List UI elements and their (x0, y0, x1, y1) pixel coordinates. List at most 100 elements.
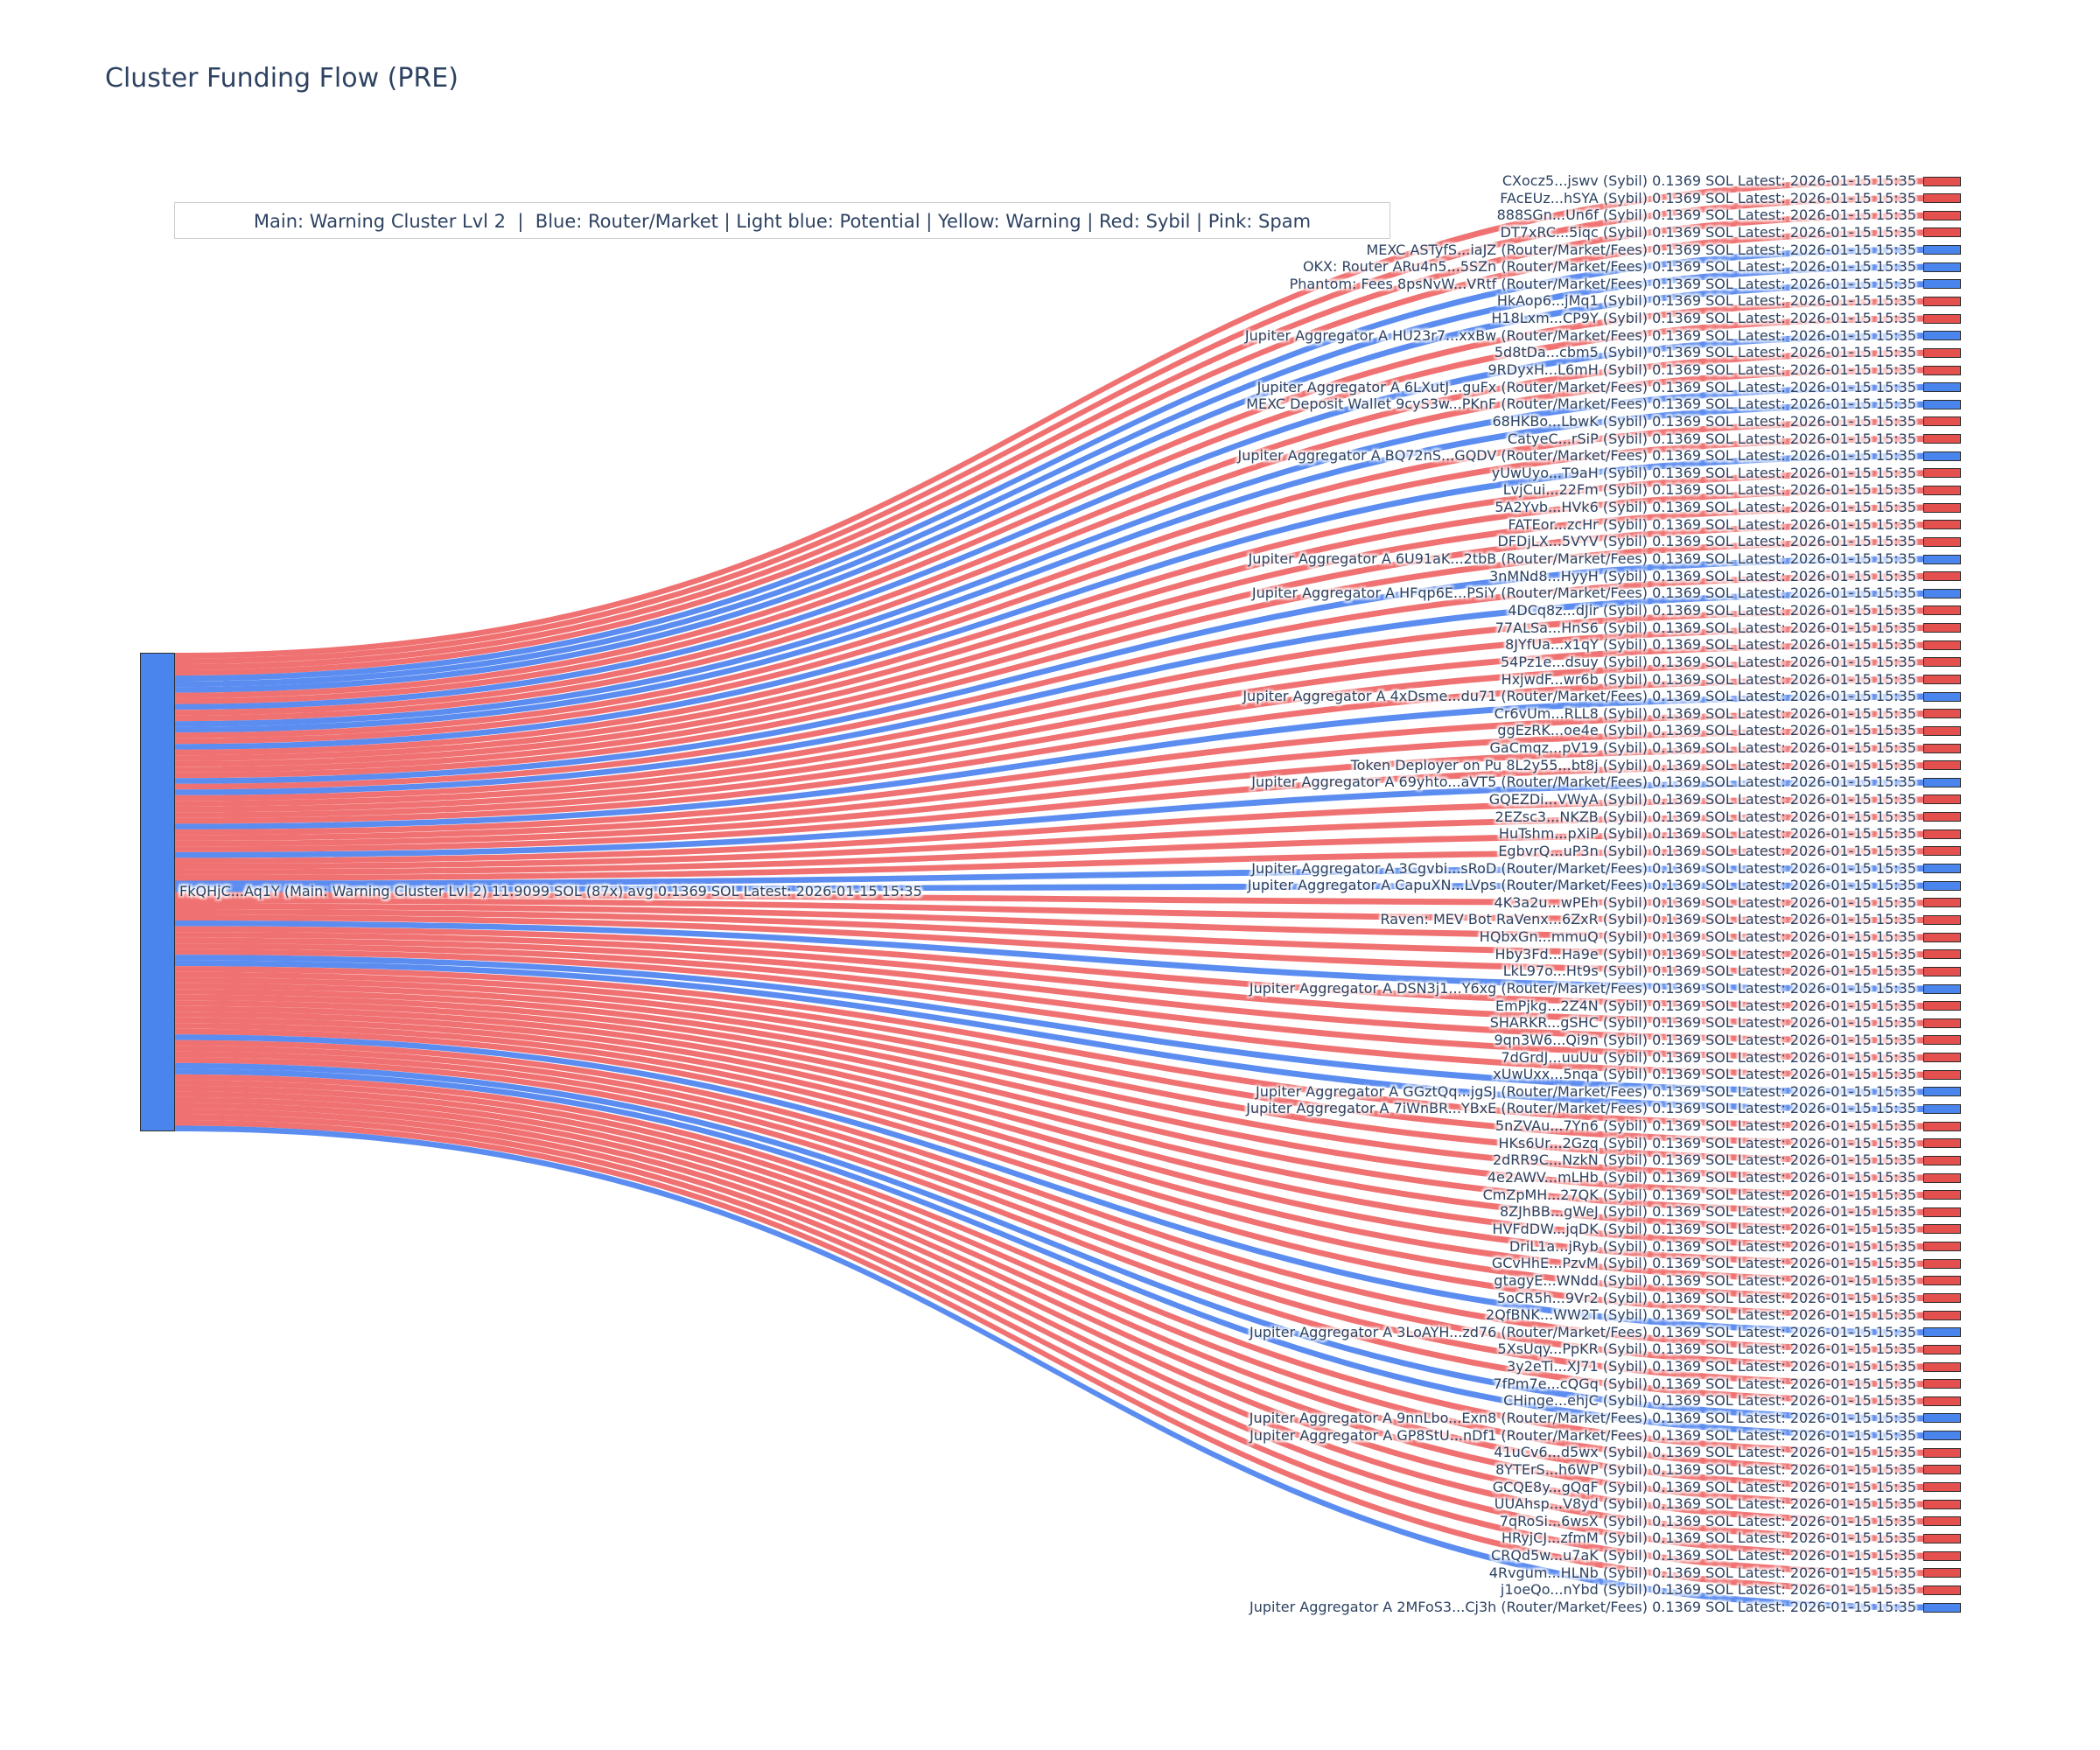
sankey-link-router[interactable] (175, 920, 1923, 992)
sankey-target-node[interactable] (1923, 1087, 1961, 1097)
sankey-link-router[interactable] (175, 693, 1923, 830)
sankey-link-sybil[interactable] (175, 436, 1923, 745)
sankey-target-node[interactable] (1923, 485, 1961, 495)
sankey-target-node[interactable] (1923, 296, 1961, 306)
sankey-target-node[interactable] (1923, 228, 1961, 238)
sankey-target-node[interactable] (1923, 262, 1961, 272)
sankey-link-router[interactable] (175, 1068, 1923, 1439)
sankey-link-router[interactable] (175, 960, 1923, 1112)
sankey-target-node[interactable] (1923, 1293, 1961, 1303)
sankey-link-sybil[interactable] (175, 178, 1923, 659)
sankey-target-node[interactable] (1923, 1447, 1961, 1458)
sankey-link-sybil[interactable] (175, 1051, 1923, 1388)
sankey-target-node[interactable] (1923, 1533, 1961, 1544)
sankey-link-sybil[interactable] (175, 830, 1923, 875)
sankey-target-node[interactable] (1923, 1258, 1961, 1269)
sankey-target-node[interactable] (1923, 1431, 1961, 1441)
sankey-link-sybil[interactable] (175, 898, 1923, 923)
sankey-target-node[interactable] (1923, 1310, 1961, 1320)
sankey-link-router[interactable] (175, 865, 1923, 886)
sankey-link-sybil[interactable] (175, 848, 1923, 881)
sankey-link-sybil[interactable] (175, 983, 1923, 1181)
sankey-target-node[interactable] (1923, 898, 1961, 908)
sankey-link-sybil[interactable] (175, 504, 1923, 767)
sankey-link-sybil[interactable] (175, 948, 1923, 1078)
sankey-target-node[interactable] (1923, 313, 1961, 324)
sankey-link-sybil[interactable] (175, 315, 1923, 704)
sankey-link-sybil[interactable] (175, 727, 1923, 841)
sankey-target-node[interactable] (1923, 1362, 1961, 1372)
sankey-target-node[interactable] (1923, 1344, 1961, 1354)
sankey-link-router[interactable] (175, 590, 1923, 795)
sankey-link-sybil[interactable] (175, 1023, 1923, 1302)
sankey-target-node[interactable] (1923, 1276, 1961, 1286)
sankey-link-sybil[interactable] (175, 1114, 1923, 1577)
sankey-link-sybil[interactable] (175, 937, 1923, 1044)
sankey-target-node[interactable] (1923, 554, 1961, 564)
sankey-target-node[interactable] (1923, 829, 1961, 839)
sankey-link-sybil[interactable] (175, 892, 1923, 906)
sankey-target-node[interactable] (1923, 1242, 1961, 1252)
sankey-link-sybil[interactable] (175, 298, 1923, 699)
sankey-link-sybil[interactable] (175, 977, 1923, 1164)
sankey-target-node[interactable] (1923, 1138, 1961, 1149)
sankey-link-sybil[interactable] (175, 710, 1923, 836)
sankey-target-node[interactable] (1923, 846, 1961, 857)
sankey-target-node[interactable] (1923, 210, 1961, 220)
sankey-link-sybil[interactable] (175, 1012, 1923, 1267)
sankey-target-node[interactable] (1923, 176, 1961, 186)
sankey-target-node[interactable] (1923, 812, 1961, 822)
sankey-target-node[interactable] (1923, 1327, 1961, 1338)
sankey-target-node[interactable] (1923, 1155, 1961, 1166)
sankey-link-sybil[interactable] (175, 1028, 1923, 1319)
sankey-link-sybil[interactable] (175, 1005, 1923, 1250)
sankey-link-sybil[interactable] (175, 1096, 1923, 1525)
sankey-target-node[interactable] (1923, 347, 1961, 358)
sankey-link-sybil[interactable] (175, 745, 1923, 847)
sankey-link-sybil[interactable] (175, 418, 1923, 738)
sankey-link-sybil[interactable] (175, 486, 1923, 761)
sankey-target-node[interactable] (1923, 399, 1961, 410)
sankey-target-node[interactable] (1923, 1018, 1961, 1028)
sankey-link-sybil[interactable] (175, 349, 1923, 716)
sankey-source-node[interactable] (140, 653, 175, 1131)
sankey-target-node[interactable] (1923, 880, 1961, 891)
sankey-link-router[interactable] (175, 779, 1923, 858)
sankey-link-sybil[interactable] (175, 1102, 1923, 1542)
sankey-link-sybil[interactable] (175, 796, 1923, 864)
sankey-link-sybil[interactable] (175, 1017, 1923, 1284)
sankey-target-node[interactable] (1923, 193, 1961, 204)
sankey-link-sybil[interactable] (175, 914, 1923, 975)
sankey-link-sybil[interactable] (175, 966, 1923, 1130)
sankey-link-router[interactable] (175, 1125, 1923, 1611)
sankey-target-node[interactable] (1923, 1001, 1961, 1012)
sankey-link-router[interactable] (175, 452, 1923, 750)
sankey-link-sybil[interactable] (175, 994, 1923, 1215)
sankey-link-sybil[interactable] (175, 522, 1923, 773)
sankey-link-sybil[interactable] (175, 195, 1923, 665)
sankey-link-router[interactable] (175, 247, 1923, 682)
sankey-link-sybil[interactable] (175, 607, 1923, 802)
sankey-target-node[interactable] (1923, 1499, 1961, 1509)
sankey-link-router[interactable] (175, 882, 1923, 892)
sankey-target-node[interactable] (1923, 1396, 1961, 1406)
sankey-target-node[interactable] (1923, 1207, 1961, 1217)
sankey-link-sybil[interactable] (175, 229, 1923, 676)
sankey-link-sybil[interactable] (175, 641, 1923, 813)
sankey-link-sybil[interactable] (175, 538, 1923, 779)
sankey-target-node[interactable] (1923, 914, 1961, 925)
sankey-target-node[interactable] (1923, 640, 1961, 650)
sankey-target-node[interactable] (1923, 794, 1961, 805)
sankey-target-node[interactable] (1923, 468, 1961, 479)
sankey-target-node[interactable] (1923, 331, 1961, 341)
sankey-target-node[interactable] (1923, 725, 1961, 736)
sankey-link-sybil[interactable] (175, 659, 1923, 818)
sankey-target-node[interactable] (1923, 588, 1961, 598)
sankey-target-node[interactable] (1923, 657, 1961, 668)
sankey-link-router[interactable] (175, 556, 1923, 784)
sankey-target-node[interactable] (1923, 760, 1961, 771)
sankey-target-node[interactable] (1923, 1379, 1961, 1390)
sankey-target-node[interactable] (1923, 709, 1961, 719)
sankey-link-sybil[interactable] (175, 1074, 1923, 1456)
sankey-target-node[interactable] (1923, 536, 1961, 547)
